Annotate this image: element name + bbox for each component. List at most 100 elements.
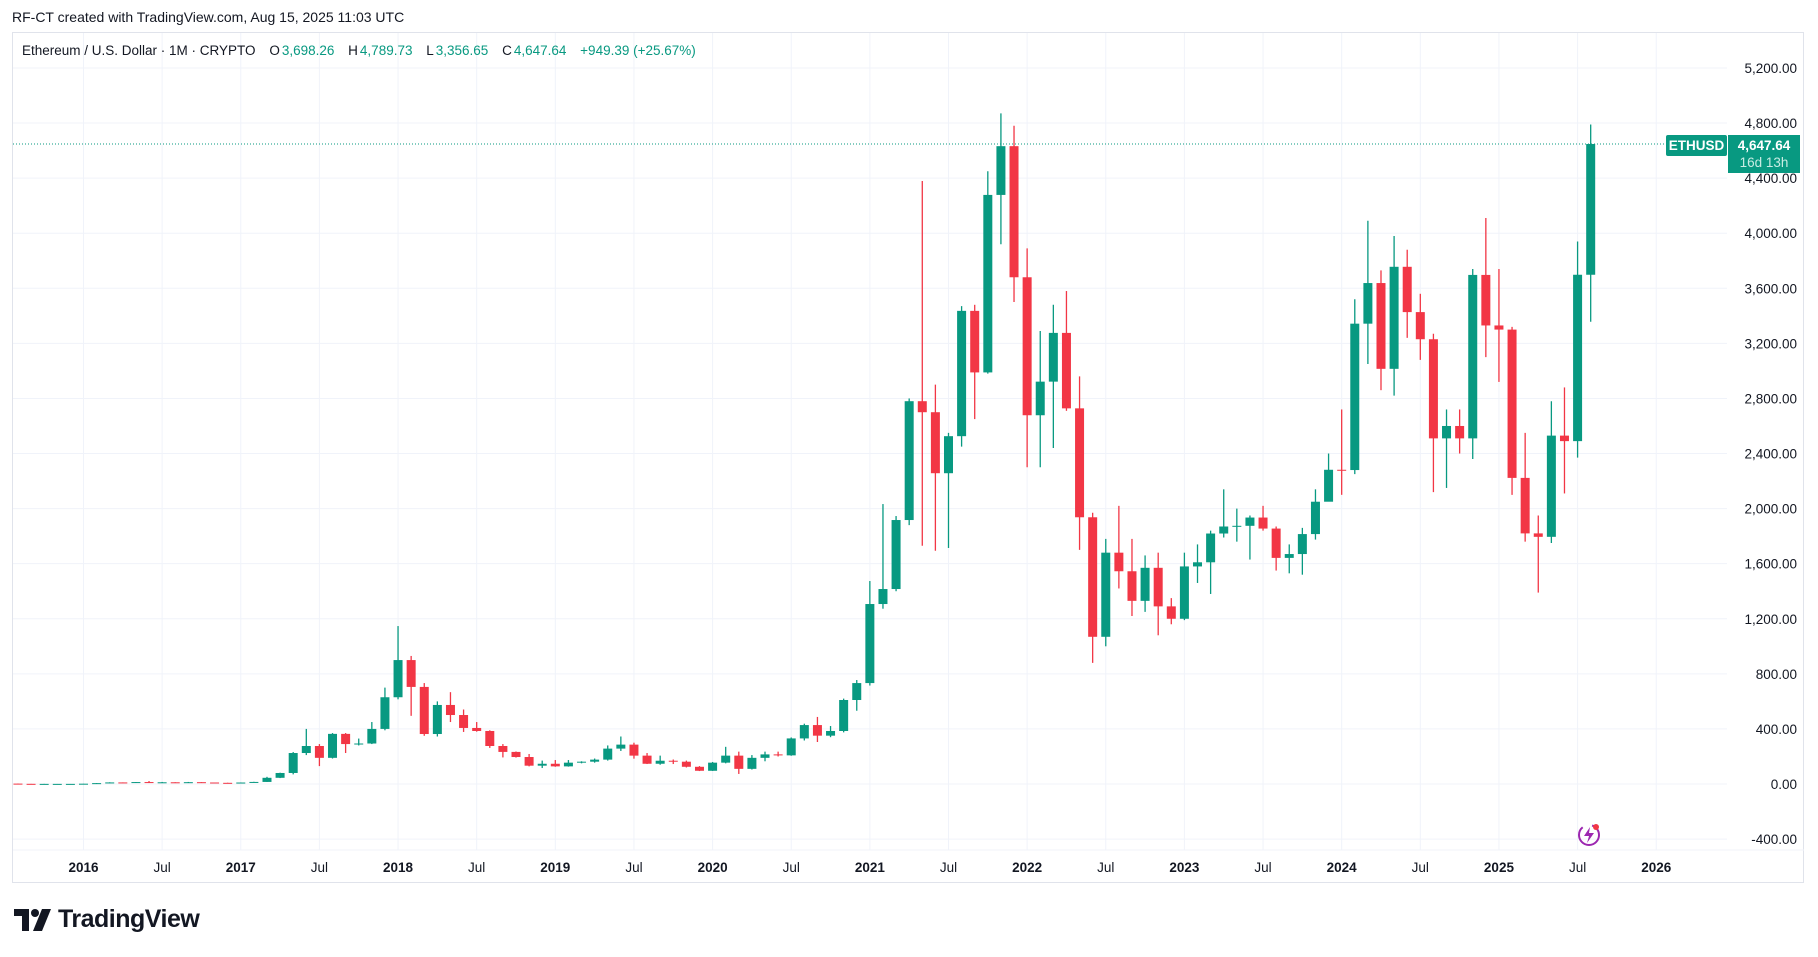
candle-2018-08[interactable]	[485, 730, 495, 748]
candle-2017-04[interactable]	[275, 772, 285, 779]
candle-2022-09[interactable]	[1127, 538, 1137, 617]
candle-2018-02[interactable]	[406, 655, 416, 716]
candle-2023-12[interactable]	[1324, 453, 1334, 502]
candle-2024-03[interactable]	[1363, 220, 1373, 365]
candle-2020-07[interactable]	[786, 737, 796, 756]
candle-2021-07[interactable]	[943, 432, 953, 548]
candle-2019-10[interactable]	[668, 759, 678, 765]
candle-2023-09[interactable]	[1284, 544, 1294, 574]
candle-2020-06[interactable]	[773, 751, 783, 757]
candle-2019-06[interactable]	[616, 736, 626, 751]
candle-2020-03[interactable]	[734, 751, 744, 774]
candle-2022-03[interactable]	[1048, 304, 1058, 449]
candle-2024-11[interactable]	[1468, 269, 1478, 460]
candle-2022-02[interactable]	[1035, 330, 1045, 468]
candle-2017-02[interactable]	[249, 781, 259, 783]
candle-2015-12[interactable]	[65, 783, 75, 785]
candle-2019-11[interactable]	[681, 760, 691, 768]
candle-2025-02[interactable]	[1507, 326, 1517, 495]
candle-2023-03[interactable]	[1206, 530, 1216, 594]
candle-2021-04[interactable]	[904, 398, 914, 526]
candle-2021-10[interactable]	[983, 171, 993, 374]
candle-2023-08[interactable]	[1271, 526, 1281, 571]
candle-2016-01[interactable]	[79, 783, 88, 785]
candle-2019-07[interactable]	[629, 742, 639, 759]
candle-2019-12[interactable]	[694, 766, 704, 772]
candle-2024-04[interactable]	[1376, 270, 1386, 391]
candle-2017-01[interactable]	[236, 782, 246, 784]
candle-2016-03[interactable]	[105, 782, 115, 784]
candle-2021-12[interactable]	[1009, 125, 1019, 303]
candle-2025-07[interactable]	[1573, 241, 1583, 458]
candle-2018-10[interactable]	[511, 751, 521, 758]
candle-2018-06[interactable]	[459, 709, 469, 732]
candle-2017-09[interactable]	[341, 733, 351, 754]
candle-2017-12[interactable]	[380, 687, 390, 731]
symbol-description[interactable]: Ethereum / U.S. Dollar · 1M · CRYPTO	[22, 43, 256, 58]
candle-2022-06[interactable]	[1088, 512, 1098, 663]
candle-2018-09[interactable]	[498, 744, 508, 758]
candle-2021-02[interactable]	[878, 504, 888, 609]
candle-2018-12[interactable]	[537, 760, 547, 769]
candle-2025-01[interactable]	[1494, 269, 1504, 382]
candle-2020-05[interactable]	[760, 751, 770, 762]
candle-2024-09[interactable]	[1442, 409, 1452, 488]
candle-2016-09[interactable]	[183, 781, 193, 784]
candle-2021-09[interactable]	[970, 304, 980, 420]
candle-2019-02[interactable]	[563, 760, 573, 767]
candle-2024-06[interactable]	[1402, 249, 1412, 338]
candle-2019-03[interactable]	[577, 761, 587, 764]
candle-2019-09[interactable]	[655, 755, 665, 765]
candle-2025-08[interactable]	[1586, 124, 1596, 322]
candle-2020-08[interactable]	[799, 723, 809, 741]
candle-2020-01[interactable]	[708, 761, 718, 771]
tradingview-logo[interactable]: TradingView	[14, 905, 200, 934]
candle-2020-10[interactable]	[826, 726, 836, 738]
candle-2017-10[interactable]	[354, 738, 364, 746]
candle-2025-06[interactable]	[1559, 387, 1569, 494]
candle-2017-11[interactable]	[367, 722, 377, 745]
candle-2015-08[interactable]	[13, 783, 23, 785]
candle-2023-10[interactable]	[1297, 527, 1307, 575]
candle-2017-03[interactable]	[262, 776, 272, 782]
candle-2018-01[interactable]	[393, 626, 403, 700]
candle-2016-10[interactable]	[196, 782, 206, 784]
candle-2022-12[interactable]	[1166, 598, 1176, 625]
candle-2019-05[interactable]	[603, 745, 613, 761]
candle-2018-04[interactable]	[432, 701, 442, 737]
candle-2016-07[interactable]	[157, 781, 167, 784]
candle-2022-04[interactable]	[1061, 291, 1071, 411]
candle-2020-04[interactable]	[747, 755, 757, 770]
candle-2024-01[interactable]	[1337, 409, 1347, 495]
candle-2023-04[interactable]	[1219, 489, 1229, 538]
lightning-badge-icon[interactable]	[1574, 820, 1604, 855]
candle-2021-01[interactable]	[865, 581, 875, 686]
candle-2018-07[interactable]	[472, 722, 482, 732]
candle-2023-11[interactable]	[1310, 489, 1320, 540]
candle-2016-08[interactable]	[170, 782, 180, 784]
candle-2019-01[interactable]	[550, 760, 560, 767]
candle-2019-08[interactable]	[642, 753, 652, 765]
candle-2022-11[interactable]	[1153, 552, 1163, 636]
candle-2025-03[interactable]	[1520, 432, 1530, 542]
candle-2020-09[interactable]	[812, 716, 822, 743]
candle-2016-06[interactable]	[144, 781, 154, 784]
candle-2025-04[interactable]	[1533, 515, 1543, 593]
candle-2023-07[interactable]	[1258, 505, 1268, 531]
candle-2021-11[interactable]	[996, 113, 1006, 245]
candle-2023-02[interactable]	[1193, 544, 1203, 583]
candle-2021-06[interactable]	[930, 384, 940, 551]
candle-2015-11[interactable]	[52, 783, 62, 785]
candle-2018-05[interactable]	[445, 692, 455, 723]
candle-2018-03[interactable]	[419, 683, 429, 736]
candle-2017-06[interactable]	[301, 728, 311, 756]
candle-2024-10[interactable]	[1455, 409, 1465, 454]
candle-2020-02[interactable]	[721, 746, 731, 764]
candle-2024-07[interactable]	[1415, 293, 1425, 360]
candle-2023-06[interactable]	[1245, 515, 1255, 560]
candle-2022-10[interactable]	[1140, 555, 1150, 612]
candle-2015-09[interactable]	[26, 783, 36, 785]
candle-2024-02[interactable]	[1350, 299, 1360, 475]
candle-2020-12[interactable]	[852, 680, 862, 711]
